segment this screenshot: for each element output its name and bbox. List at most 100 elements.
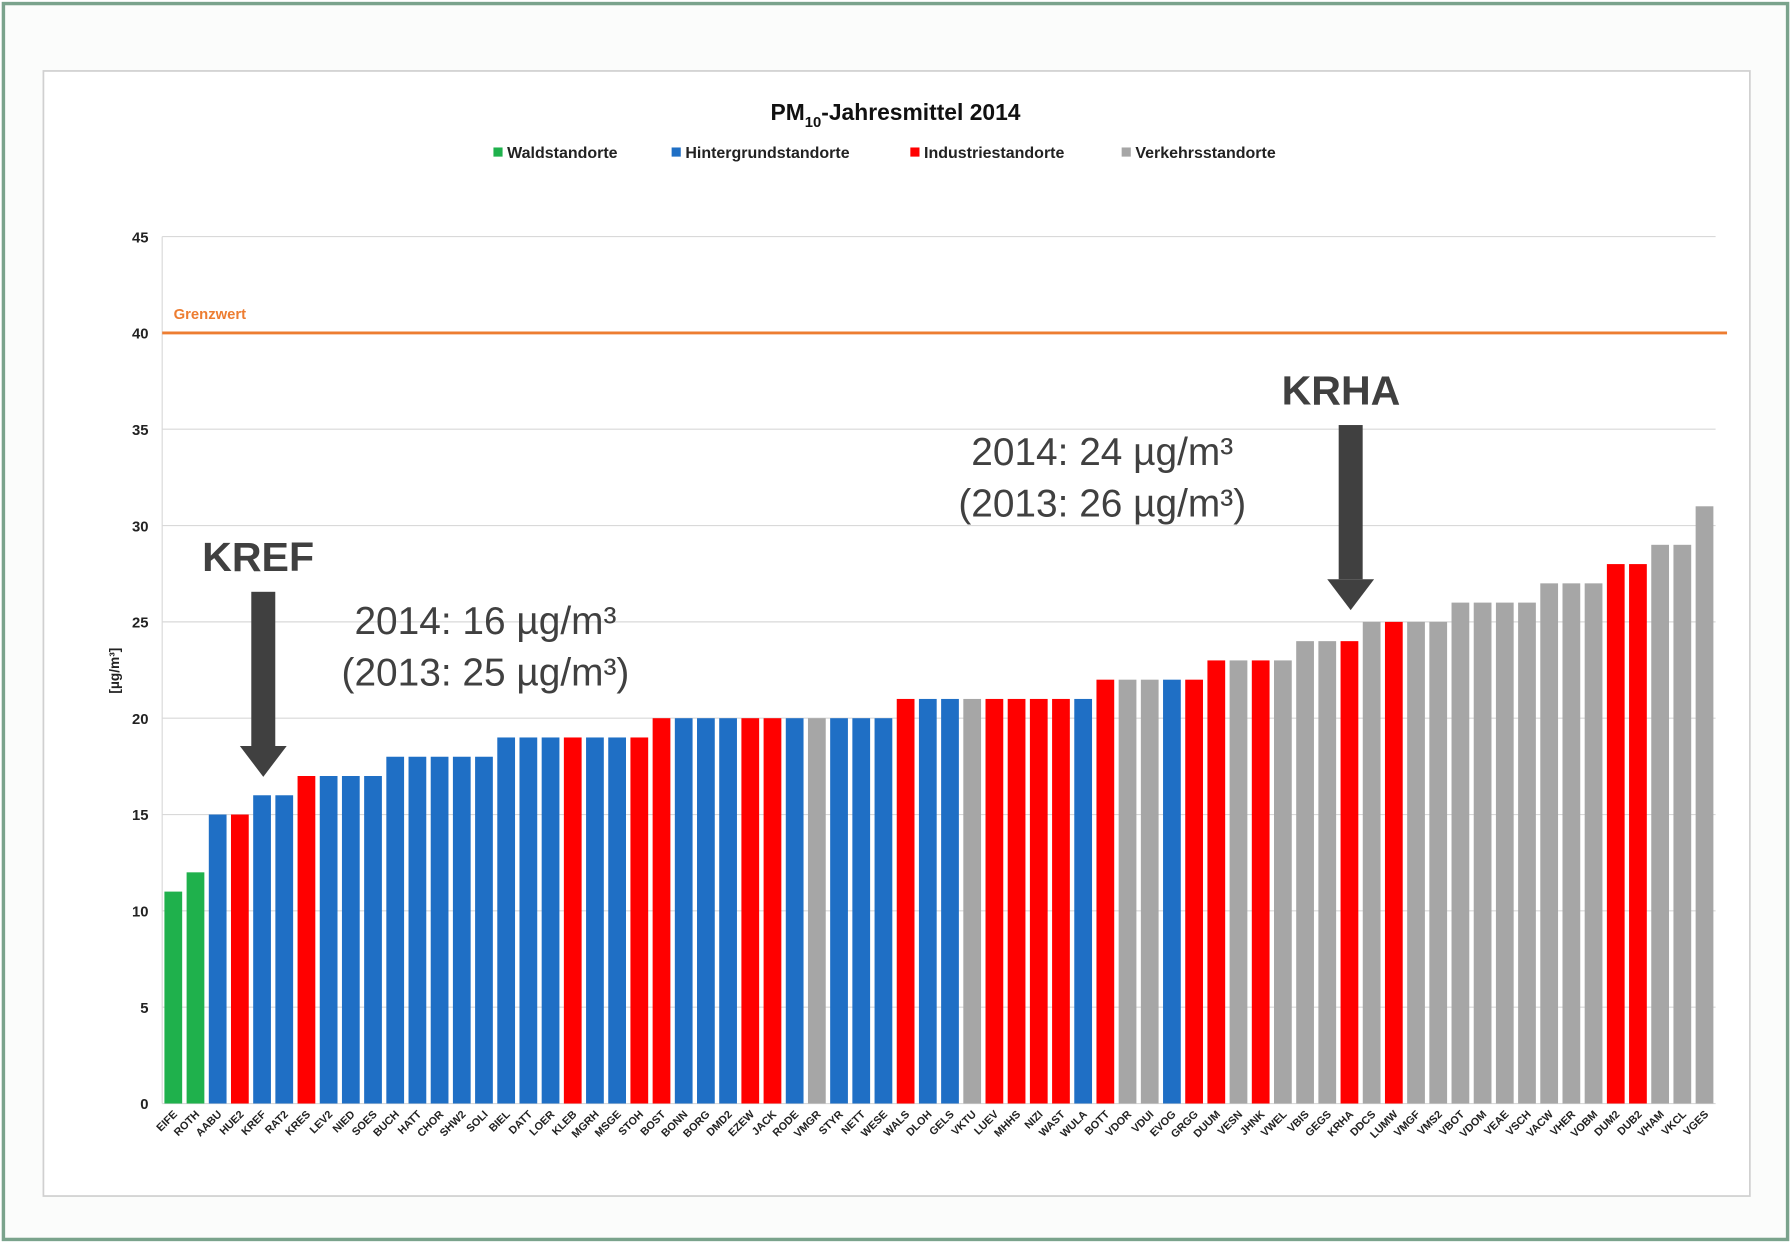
bar [297,776,316,1104]
bar [1407,621,1425,1104]
bar [208,814,227,1104]
legend-label: Industriestandorte [924,145,1064,162]
bar [541,737,560,1104]
limit-label: Grenzwert [174,307,247,323]
y-tick-label: 5 [140,1001,148,1017]
bar [364,776,382,1104]
bar [674,718,693,1104]
bar [630,737,649,1104]
bar [164,891,183,1104]
y-tick-label: 25 [132,616,149,632]
bar [319,776,338,1104]
bar [1118,679,1137,1104]
bar [1429,621,1448,1104]
bar [1629,564,1647,1104]
bar [519,737,538,1104]
bar [586,737,604,1104]
bar [1096,679,1115,1104]
bar [452,756,471,1104]
bar [1185,679,1203,1104]
annotation-station: KRHA [1282,367,1401,413]
bar [941,698,959,1104]
bar [1273,660,1292,1104]
bar [852,718,871,1104]
bar [807,718,826,1104]
y-tick-label: 40 [132,327,149,343]
bar [918,698,937,1104]
arrow-head [239,746,287,777]
annotation-text: (2013: 25 µg/m³) [342,651,630,694]
bar [1029,698,1048,1104]
bar [430,756,449,1104]
bar [874,718,893,1104]
bar [741,718,760,1104]
bar [497,737,516,1104]
annotation-text: (2013: 26 µg/m³) [958,482,1246,525]
bar [763,718,782,1104]
bar [230,814,249,1104]
bar [896,698,915,1104]
arrow-shaft [251,591,276,747]
bar [1540,583,1559,1104]
legend-label: Verkehrsstandorte [1135,145,1275,162]
title-rest: -Jahresmittel 2014 [821,99,1021,125]
y-tick-label: 30 [132,519,149,535]
bar [1562,583,1581,1104]
bar [1207,660,1226,1104]
bar [408,756,427,1104]
bar [1651,544,1670,1104]
bar [1584,583,1603,1104]
bar [563,737,582,1104]
legend-label: Waldstandorte [507,145,618,162]
bar [253,795,271,1104]
y-tick-label: 20 [132,712,149,728]
bar [1518,602,1536,1104]
bar [1384,621,1403,1104]
chart-title: PM10-Jahresmittel 2014 [771,99,1021,131]
arrow-shaft [1338,425,1363,580]
bar [1340,641,1359,1104]
bar [697,718,715,1104]
y-tick-label: 15 [132,808,149,824]
bar [1251,660,1270,1104]
bar [1695,506,1714,1104]
bar [1362,621,1381,1104]
bar [1673,544,1692,1104]
bar [386,756,405,1104]
bar [1606,564,1625,1104]
bar [1074,698,1093,1104]
bar [475,756,493,1104]
arrow-head [1327,579,1375,611]
annotations: KREF 2014: 16 µg/m³ (2013: 25 µg/m³) KRH… [202,367,1401,777]
bars [164,506,1714,1104]
bar [1229,660,1248,1104]
bar [275,795,294,1104]
bar [341,776,360,1104]
y-tick-label: 0 [140,1097,148,1113]
y-tick-label: 45 [132,230,149,246]
annotation-station: KREF [202,534,314,580]
bar [1052,698,1070,1104]
legend-label: Hintergrundstandorte [685,145,849,162]
bar [1451,602,1470,1104]
legend-swatch [910,147,920,157]
annotation-text: 2014: 16 µg/m³ [354,600,616,643]
bar [1163,679,1181,1104]
legend-swatch [1121,147,1131,157]
bar [963,698,982,1104]
bar [1473,602,1492,1104]
title-main: PM [771,99,805,125]
bar [608,737,627,1104]
bar [985,698,1004,1104]
annotation-text: 2014: 24 µg/m³ [971,431,1233,474]
bar [1140,679,1159,1104]
bar [1495,602,1514,1104]
bar [719,718,737,1104]
bar [186,872,205,1104]
y-tick-label: 10 [132,905,149,921]
bar [1007,698,1026,1104]
bar [652,718,671,1104]
bar [830,718,848,1104]
